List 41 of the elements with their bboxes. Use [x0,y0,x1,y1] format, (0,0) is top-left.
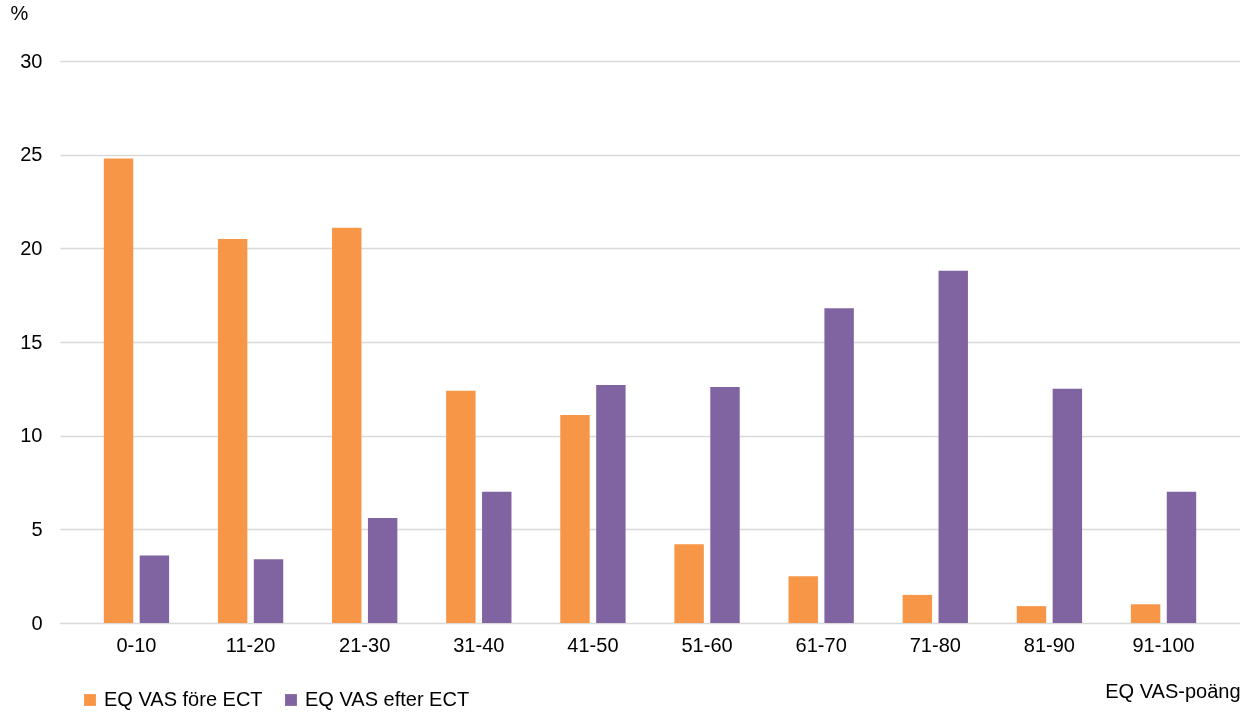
x-tick-label: 81-90 [1023,633,1075,656]
y-axis-title: % [10,1,29,24]
y-tick-label: 5 [31,517,43,540]
bar [1016,606,1047,623]
x-tick-label: 31-40 [453,633,505,656]
bar [1130,604,1161,623]
y-tick-label: 15 [20,330,43,353]
bar [482,491,512,623]
bar [446,390,476,623]
y-tick-label: 10 [20,424,43,447]
legend-label: EQ VAS efter ECT [305,688,470,710]
x-tick-label: 41-50 [567,633,619,656]
x-tick-label: 21-30 [339,633,391,656]
y-tick-label: 0 [31,611,43,634]
bar [902,594,933,623]
x-tick-label: 71-80 [909,633,961,656]
bar [367,518,398,623]
bar [824,308,854,623]
y-tick-label: 20 [20,236,43,259]
x-tick-label: 0-10 [116,633,157,656]
bar [710,386,740,623]
x-tick-label: 51-60 [681,633,733,656]
bar [674,544,704,623]
bar [938,270,968,623]
bar [596,385,626,623]
x-tick-label: 91-100 [1132,633,1195,656]
bar [139,555,170,623]
bar [560,415,590,623]
x-tick-label: 11-20 [225,633,276,656]
x-axis-title: EQ VAS-poäng [1105,679,1241,702]
bar [1166,491,1197,623]
y-tick-label: 25 [20,143,43,166]
bar [217,238,248,623]
bar [332,227,362,623]
bar [1052,388,1083,623]
bar [103,158,134,623]
bar [253,559,284,623]
y-tick-label: 30 [20,49,43,72]
x-tick-label: 61-70 [795,633,847,656]
legend-label: EQ VAS före ECT [104,688,263,710]
bar [788,576,818,623]
